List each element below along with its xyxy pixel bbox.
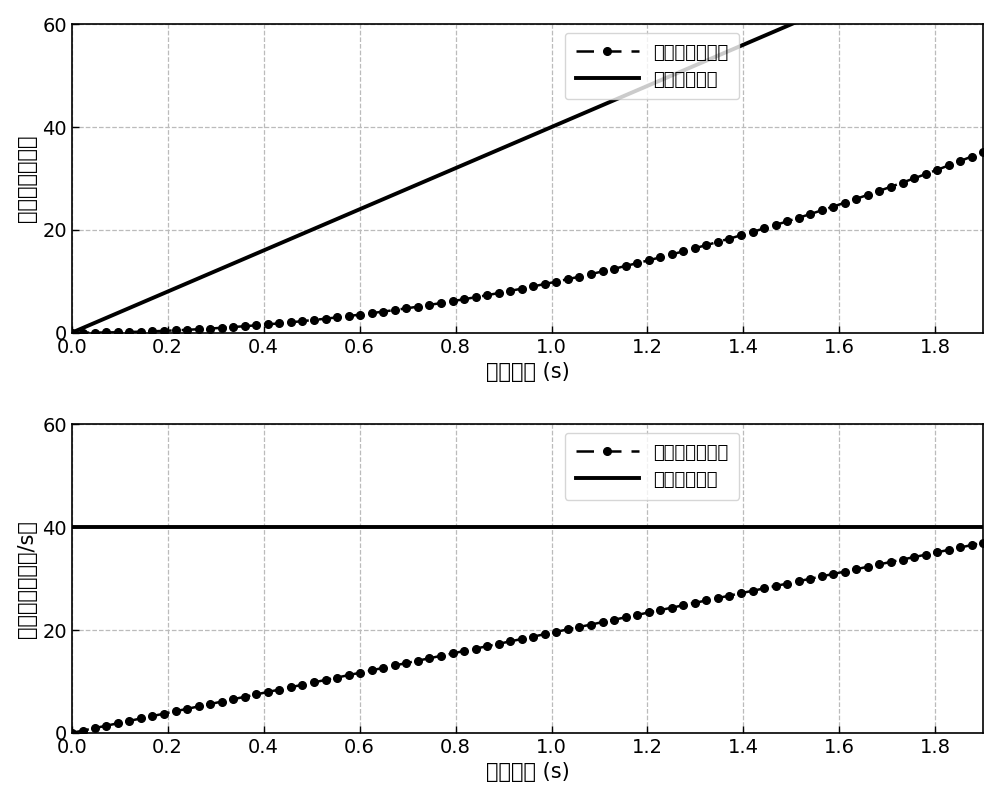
X-axis label: 驱动时间 (s): 驱动时间 (s)	[486, 362, 569, 382]
X-axis label: 驱动时间 (s): 驱动时间 (s)	[486, 762, 569, 782]
Y-axis label: 驱动角度（度）: 驱动角度（度）	[17, 135, 37, 222]
Legend: 本发明控制方法, 一般控制方法: 本发明控制方法, 一般控制方法	[565, 33, 739, 99]
Y-axis label: 驱动角速率（度/s）: 驱动角速率（度/s）	[17, 519, 37, 638]
Legend: 本发明控制方法, 一般控制方法: 本发明控制方法, 一般控制方法	[565, 433, 739, 499]
